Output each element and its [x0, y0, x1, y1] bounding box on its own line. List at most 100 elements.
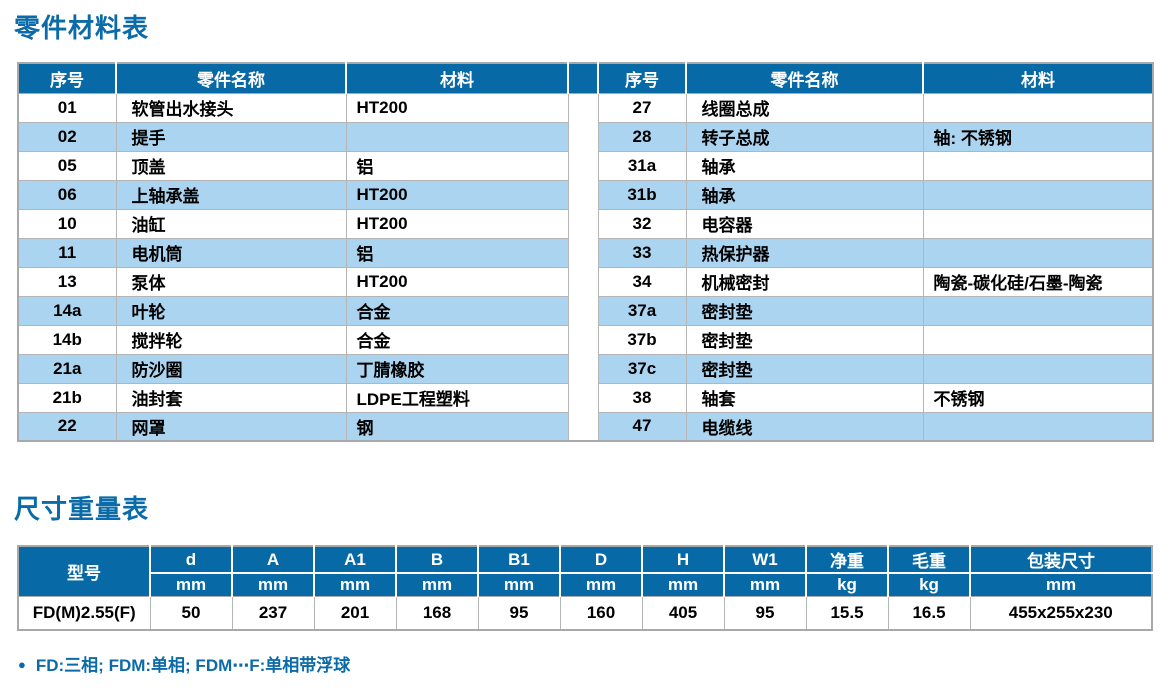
part-no-cell: 02 — [17, 121, 117, 152]
value-cell: 95 — [477, 595, 561, 631]
part-material-cell — [922, 150, 1154, 181]
part-no-cell: 21b — [17, 382, 117, 413]
no-column-header: 序号 — [597, 62, 687, 94]
part-no-cell: 22 — [17, 411, 117, 442]
part-name-cell: 上轴承盖 — [115, 179, 347, 210]
size-header-row: 型号 d A A1 B B1 D H W1 净重 毛重 包装尺寸 — [17, 545, 1153, 597]
part-name-cell: 机械密封 — [685, 266, 924, 297]
part-material-cell: 轴: 不锈钢 — [922, 121, 1154, 152]
unit-label: mm — [477, 572, 561, 597]
part-name-cell: 热保护器 — [685, 237, 924, 268]
dim-column-header: A1 — [313, 545, 397, 574]
model-cell: FD(M)2.55(F) — [17, 595, 151, 631]
material-column-header: 材料 — [345, 62, 569, 94]
part-name-cell: 顶盖 — [115, 150, 347, 181]
part-name-cell: 提手 — [115, 121, 347, 152]
part-name-cell: 油封套 — [115, 382, 347, 413]
value-cell: 160 — [559, 595, 643, 631]
no-column-header: 序号 — [17, 62, 117, 94]
value-cell: 95 — [723, 595, 807, 631]
part-no-cell: 01 — [17, 92, 117, 123]
parts-table-title: 零件材料表 — [14, 13, 150, 43]
table-row: 22 网罩 钢 47 电缆线 — [17, 411, 1154, 442]
part-material-cell: 合金 — [345, 295, 569, 326]
value-cell: 16.5 — [887, 595, 971, 631]
material-column-header: 材料 — [922, 62, 1154, 94]
unit-label: mm — [313, 572, 397, 597]
part-name-cell: 密封垫 — [685, 324, 924, 355]
part-no-cell: 11 — [17, 237, 117, 268]
unit-label: mm — [723, 572, 807, 597]
dim-column-header: d — [149, 545, 233, 574]
part-material-cell: 合金 — [345, 324, 569, 355]
part-material-cell: 不锈钢 — [922, 382, 1154, 413]
bullet-icon: ● — [18, 657, 26, 672]
dim-column-header: B1 — [477, 545, 561, 574]
part-name-cell: 电容器 — [685, 208, 924, 239]
dim-column-header: D — [559, 545, 643, 574]
table-row: 10 油缸 HT200 32 电容器 — [17, 208, 1154, 239]
part-material-cell — [922, 208, 1154, 239]
table-row: 01 软管出水接头 HT200 27 线圈总成 — [17, 92, 1154, 441]
part-name-cell: 轴承 — [685, 179, 924, 210]
part-name-cell: 泵体 — [115, 266, 347, 297]
part-material-cell: 丁腈橡胶 — [345, 353, 569, 384]
part-name-cell: 轴套 — [685, 382, 924, 413]
model-column-header: 型号 — [17, 545, 151, 597]
value-cell: 201 — [313, 595, 397, 631]
size-weight-table-title: 尺寸重量表 — [14, 494, 150, 524]
value-cell: 168 — [395, 595, 479, 631]
part-name-cell: 密封垫 — [685, 353, 924, 384]
part-no-cell: 06 — [17, 179, 117, 210]
name-column-header: 零件名称 — [115, 62, 347, 94]
part-name-cell: 轴承 — [685, 150, 924, 181]
part-material-cell — [922, 324, 1154, 355]
part-no-cell: 05 — [17, 150, 117, 181]
part-material-cell: 陶瓷-碳化硅/石墨-陶瓷 — [922, 266, 1154, 297]
part-no-cell: 37a — [597, 295, 687, 326]
part-name-cell: 网罩 — [115, 411, 347, 442]
table-row: 05 顶盖 铝 31a 轴承 — [17, 150, 1154, 181]
part-material-cell: LDPE工程塑料 — [345, 382, 569, 413]
package-size-cell: 455x255x230 — [969, 595, 1153, 631]
part-material-cell — [922, 411, 1154, 442]
value-cell: 15.5 — [805, 595, 889, 631]
dim-column-header: A — [231, 545, 315, 574]
part-name-cell: 防沙圈 — [115, 353, 347, 384]
part-name-cell: 搅拌轮 — [115, 324, 347, 355]
part-material-cell — [922, 179, 1154, 210]
package-size-column-header: 包装尺寸 — [969, 545, 1153, 574]
part-no-cell: 14b — [17, 324, 117, 355]
unit-label: kg — [887, 572, 971, 597]
size-data-row: FD(M)2.55(F) 50 237 201 168 95 160 405 9… — [17, 595, 1153, 631]
part-name-cell: 电机筒 — [115, 237, 347, 268]
part-name-cell: 电缆线 — [685, 411, 924, 442]
unit-label: mm — [231, 572, 315, 597]
part-name-cell: 软管出水接头 — [115, 92, 347, 123]
part-name-cell: 油缸 — [115, 208, 347, 239]
part-no-cell: 27 — [597, 92, 687, 123]
part-no-cell: 31a — [597, 150, 687, 181]
part-material-cell — [922, 237, 1154, 268]
table-spacer — [567, 93, 599, 441]
net-weight-column-header: 净重 — [805, 545, 889, 574]
part-no-cell: 13 — [17, 266, 117, 297]
size-units-row: mm mm mm mm mm mm mm mm kg kg mm — [18, 572, 1153, 597]
part-material-cell: HT200 — [345, 179, 569, 210]
size-weight-table: 型号 d A A1 B B1 D H W1 净重 毛重 包装尺寸 mm mm m… — [17, 545, 1153, 631]
part-material-cell: HT200 — [345, 208, 569, 239]
unit-label: mm — [149, 572, 233, 597]
part-material-cell — [922, 353, 1154, 384]
name-column-header: 零件名称 — [685, 62, 924, 94]
part-no-cell: 34 — [597, 266, 687, 297]
part-no-cell: 37b — [597, 324, 687, 355]
part-no-cell: 37c — [597, 353, 687, 384]
unit-label: kg — [805, 572, 889, 597]
part-name-cell: 密封垫 — [685, 295, 924, 326]
part-no-cell: 21a — [17, 353, 117, 384]
parts-header-row: 序号 零件名称 材料 序号 零件名称 材料 — [17, 62, 1154, 94]
gross-weight-column-header: 毛重 — [887, 545, 971, 574]
part-material-cell — [922, 92, 1154, 123]
part-name-cell: 线圈总成 — [685, 92, 924, 123]
unit-label: mm — [969, 572, 1153, 597]
